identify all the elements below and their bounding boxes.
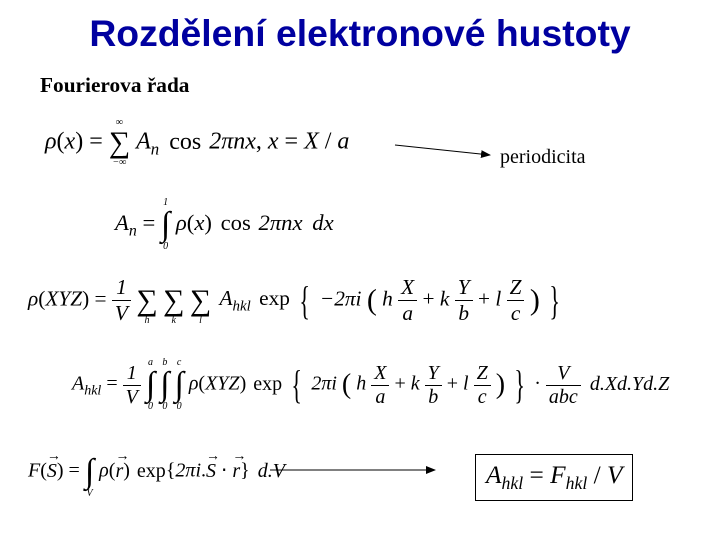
exp2: exp <box>253 373 282 395</box>
Dlhs-sub: hkl <box>84 384 101 399</box>
Dlhs: A <box>72 373 84 395</box>
t0c: h <box>382 286 393 310</box>
exp3: exp <box>137 460 166 482</box>
F: F <box>28 460 40 482</box>
An-sub: n <box>129 223 137 240</box>
nx: nx <box>233 129 256 155</box>
eq-Ahkl-integral: Ahkl = 1 V a∫0 b∫0 c∫0 ρ(XYZ) exp { 2πi … <box>72 358 669 412</box>
frac-Yb: Yb <box>455 275 473 326</box>
rbrace2-icon: } <box>514 367 525 403</box>
frac-Vabc: V abc <box>546 362 581 409</box>
cos2: cos <box>221 210 251 235</box>
rho3-args: XYZ <box>45 286 82 310</box>
eq-An-integral: An = 1 ∫ 0 ρ(x) cos 2πnx dx <box>115 198 334 252</box>
coef-A-sub: n <box>151 139 159 158</box>
sum-lower: −∞ <box>109 158 130 168</box>
int-lower: 0 <box>161 242 170 252</box>
rho4: ρ <box>189 373 199 395</box>
arrow-periodicita <box>395 145 490 155</box>
slide: Rozdělení elektronové hustoty Fourierova… <box>0 0 720 540</box>
eq-Ahkl-Fhkl: Ahkl = Fhkl / V <box>475 454 633 501</box>
eq-rho-series: ρ(x) = ∞ ∑ −∞ An cos 2πnx, x = X / a <box>45 118 349 168</box>
exp: exp <box>259 286 290 310</box>
rho2: ρ <box>176 210 187 235</box>
x-def-num: X <box>304 129 319 155</box>
annotation-periodicita: periodicita <box>500 146 586 169</box>
frac-1V-2: 1 V <box>123 362 141 409</box>
Flhs: A <box>486 461 501 489</box>
eq-rho-xyz: ρ(XYZ) = 1 V ∑h ∑k ∑l Ahkl exp { −2πi ( … <box>28 275 564 326</box>
int-b: b∫0 <box>160 358 169 412</box>
rho-arg: x <box>65 129 76 155</box>
two-pi-2: 2π <box>258 210 281 235</box>
int-c: c∫0 <box>174 358 183 412</box>
rho3: ρ <box>28 286 38 310</box>
sum-h: ∑h <box>136 276 157 326</box>
dV: d.V <box>258 460 285 482</box>
integral-icon: 1 ∫ 0 <box>161 198 170 252</box>
frac-den: V <box>112 300 131 326</box>
lbrace-icon: { <box>300 283 311 319</box>
Flhs-sub: hkl <box>501 473 523 493</box>
dvol: d.Xd.Yd.Z <box>590 373 669 395</box>
t2c: l <box>495 286 501 310</box>
2pii: 2πi <box>311 373 337 395</box>
x-def-lhs: x <box>268 129 279 155</box>
nx2: nx <box>281 210 302 235</box>
Ahkl-sub: hkl <box>233 299 251 315</box>
dot: ⋅ <box>221 460 227 482</box>
Fdiv: V <box>607 461 622 489</box>
boxed-result: Ahkl = Fhkl / V <box>475 454 633 501</box>
sep: , <box>256 129 268 155</box>
rho: ρ <box>45 129 57 155</box>
int-V: ∫V <box>85 445 94 499</box>
frac-Zc: Zc <box>507 275 525 326</box>
Frhs: F <box>550 461 565 489</box>
sum-k: ∑k <box>163 276 184 326</box>
sum-l: ∑l <box>190 276 211 326</box>
frac-1V: 1 V <box>112 275 131 326</box>
Frhs-sub: hkl <box>566 473 588 493</box>
rho4-args: XYZ <box>205 373 239 395</box>
m2pii: −2πi <box>320 286 362 310</box>
x-def-den: a <box>337 129 349 155</box>
rho5: ρ <box>99 460 109 482</box>
dx: dx <box>312 210 333 235</box>
Ahkl: A <box>220 286 233 310</box>
rho2-arg: x <box>194 210 204 235</box>
eq-FS: F(S→) = ∫V ρ(r→) exp{2πi.S→ ⋅ r→} d.V <box>28 445 285 499</box>
two-pi: 2π <box>209 129 233 155</box>
lbrace2-icon: { <box>291 367 302 403</box>
sum-icon: ∞ ∑ −∞ <box>109 118 130 168</box>
An-lhs: A <box>115 210 129 235</box>
subtitle-fourier: Fourierova řada <box>40 73 680 98</box>
coef-A: A <box>136 129 151 155</box>
frac-Xa: Xa <box>398 275 417 326</box>
slide-title: Rozdělení elektronové hustoty <box>40 12 680 55</box>
int-a: a∫0 <box>146 358 155 412</box>
rbrace-icon: } <box>549 283 560 319</box>
cos: cos <box>169 129 201 155</box>
t1c: k <box>440 286 449 310</box>
frac-num: 1 <box>112 275 131 300</box>
2pii-2: 2πi <box>175 460 201 482</box>
